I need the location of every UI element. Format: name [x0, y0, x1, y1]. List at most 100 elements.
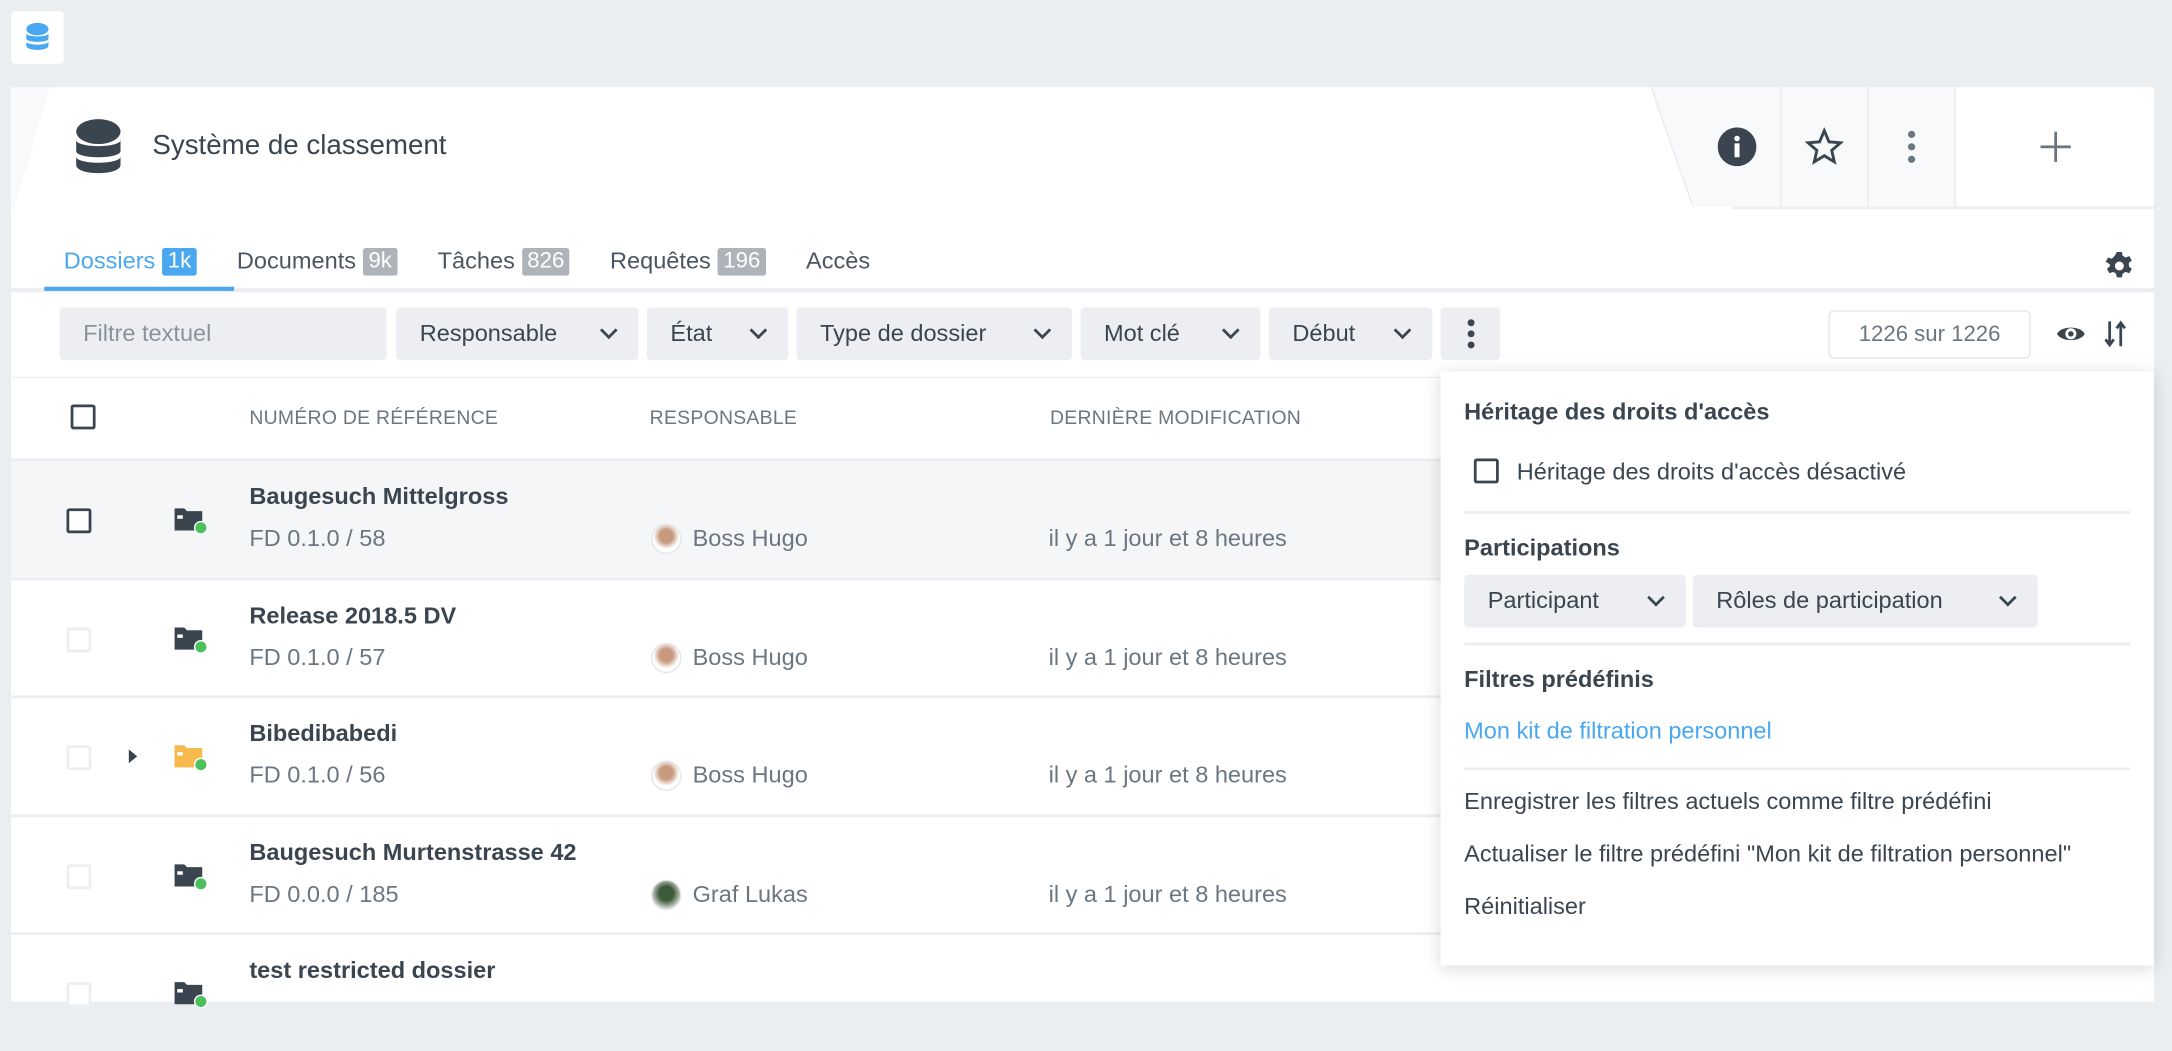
favorite-button[interactable]: [1779, 87, 1868, 207]
filter-debut[interactable]: Début: [1268, 307, 1433, 361]
participations-heading: Participations: [1464, 534, 1620, 562]
modified-time: il y a 1 jour et 8 heures: [1048, 643, 1287, 670]
avatar: [651, 760, 682, 791]
more-filters-button[interactable]: [1440, 307, 1501, 361]
modified-time: il y a 1 jour et 8 heures: [1048, 761, 1287, 789]
chevron-down-icon: [1393, 321, 1412, 340]
responsable-cell: Boss Hugo: [651, 760, 808, 791]
tab-badge: 196: [717, 247, 766, 276]
dossier-title[interactable]: test restricted dossier: [249, 957, 496, 984]
add-button[interactable]: [1954, 87, 2154, 207]
tab-label: Tâches: [437, 247, 515, 275]
participant-dropdown[interactable]: Participant: [1464, 574, 1686, 628]
dossier-icon: [174, 508, 208, 535]
responsable-name: Boss Hugo: [692, 524, 808, 552]
database-icon: [76, 119, 121, 174]
kebab-icon: [1466, 319, 1474, 349]
info-icon: [1716, 127, 1756, 167]
avatar: [651, 642, 682, 673]
tab-badge: 9k: [362, 247, 398, 276]
reference-number: FD 0.1.0 / 56: [249, 761, 386, 789]
select-all-checkbox[interactable]: [70, 404, 96, 430]
kebab-icon: [1907, 130, 1916, 163]
row-checkbox[interactable]: [66, 626, 92, 652]
chevron-down-icon: [1033, 321, 1052, 340]
reference-number: FD 0.1.0 / 57: [249, 643, 386, 670]
chevron-down-icon: [599, 321, 618, 340]
column-header-modification[interactable]: DERNIÈRE MODIFICATION: [1049, 405, 1302, 429]
filter-etat[interactable]: État: [646, 307, 789, 361]
app-home-button[interactable]: [11, 11, 64, 64]
more-actions-button[interactable]: [1867, 87, 1955, 207]
responsable-name: Graf Lukas: [692, 880, 808, 907]
column-header-reference[interactable]: NUMÉRO DE RÉFÉRENCE: [249, 405, 499, 429]
row-checkbox[interactable]: [66, 508, 92, 534]
divider: [1464, 767, 2131, 771]
inherit-disabled-checkbox[interactable]: [1473, 458, 1499, 484]
row-checkbox[interactable]: [66, 863, 92, 889]
reference-number: FD 0.1.0 / 58: [249, 524, 386, 552]
tab-taches[interactable]: Tâches 826: [418, 244, 590, 280]
responsable-cell: Boss Hugo: [651, 642, 808, 673]
dossier-title[interactable]: Release 2018.5 DV: [249, 601, 457, 629]
text-filter-input[interactable]: Filtre textuel: [59, 307, 387, 361]
tab-label: Requêtes: [610, 247, 711, 275]
expand-caret-icon[interactable]: [127, 749, 138, 764]
dossier-title[interactable]: Baugesuch Mittelgross: [249, 483, 509, 510]
table-row[interactable]: Baugesuch Murtenstrasse 42 FD 0.0.0 / 185…: [11, 813, 2154, 933]
eye-icon[interactable]: [2056, 321, 2086, 346]
filter-options-panel: Héritage des droits d'accès Héritage des…: [1440, 371, 2154, 966]
roles-dropdown[interactable]: Rôles de participation: [1692, 574, 2038, 628]
card-corner-decoration: [11, 87, 50, 210]
column-header-responsable[interactable]: RESPONSABLE: [649, 405, 798, 429]
dossier-icon: [174, 626, 208, 654]
predefined-filter-link[interactable]: Mon kit de filtration personnel: [1464, 717, 1772, 744]
dossier-icon: [174, 982, 208, 1009]
tab-label: Dossiers: [63, 247, 156, 275]
avatar: [651, 878, 682, 910]
inherit-disabled-label[interactable]: Héritage des droits d'accès désactivé: [1516, 458, 1907, 485]
filter-responsable[interactable]: Responsable: [396, 307, 639, 361]
table-row[interactable]: Release 2018.5 DV FD 0.1.0 / 57 Boss Hugo i…: [11, 576, 2154, 696]
predefined-heading: Filtres prédéfinis: [1464, 666, 1654, 693]
page-title: Système de classement: [152, 130, 447, 161]
divider: [1464, 511, 2131, 514]
dossier-title[interactable]: Baugesuch Murtenstrasse 42: [249, 838, 577, 866]
filter-label: État: [670, 319, 713, 347]
gear-icon[interactable]: [2104, 251, 2134, 281]
responsable-cell: Boss Hugo: [651, 523, 808, 555]
info-button[interactable]: [1692, 87, 1780, 207]
responsable-cell: Graf Lukas: [651, 878, 808, 910]
filter-type-dossier[interactable]: Type de dossier: [796, 307, 1073, 361]
tab-badge: 1k: [162, 247, 197, 276]
filter-mot-cle[interactable]: Mot clé: [1080, 307, 1261, 361]
dossier-icon: [174, 863, 208, 890]
divider: [1464, 642, 2131, 646]
tab-dossiers[interactable]: Dossiers 1k: [44, 244, 217, 280]
tab-requetes[interactable]: Requêtes 196: [591, 244, 787, 280]
avatar: [651, 523, 682, 555]
tab-label: Accès: [805, 247, 871, 275]
update-filter-item[interactable]: Actualiser le filtre prédéfini "Mon kit …: [1464, 840, 2072, 868]
sort-icon[interactable]: [2104, 319, 2127, 349]
header-actions: [1651, 87, 2154, 210]
reference-number: FD 0.0.0 / 185: [249, 880, 399, 907]
dossier-icon: [174, 745, 208, 772]
save-filter-item[interactable]: Enregistrer les filtres actuels comme fi…: [1464, 788, 1992, 815]
chevron-down-icon: [1221, 321, 1240, 340]
tab-acces[interactable]: Accès: [787, 244, 891, 280]
row-checkbox[interactable]: [66, 745, 92, 771]
filter-label: Début: [1292, 319, 1356, 347]
dossier-title[interactable]: Bibedibabedi: [249, 720, 398, 747]
table-row[interactable]: Bibedibabedi FD 0.1.0 / 56 Boss Hugo il y a…: [11, 695, 2154, 814]
result-count: 1226 sur 1226: [1828, 310, 2031, 359]
star-icon: [1804, 127, 1844, 165]
responsable-name: Boss Hugo: [692, 761, 808, 789]
plus-icon: [2039, 131, 2071, 163]
tab-documents[interactable]: Documents 9k: [218, 244, 419, 280]
reset-item[interactable]: Réinitialiser: [1464, 893, 1586, 920]
modified-time: il y a 1 jour et 8 heures: [1048, 880, 1287, 907]
tab-badge: 826: [521, 247, 570, 276]
modified-time: il y a 1 jour et 8 heures: [1048, 524, 1287, 552]
chevron-down-icon: [749, 321, 768, 340]
